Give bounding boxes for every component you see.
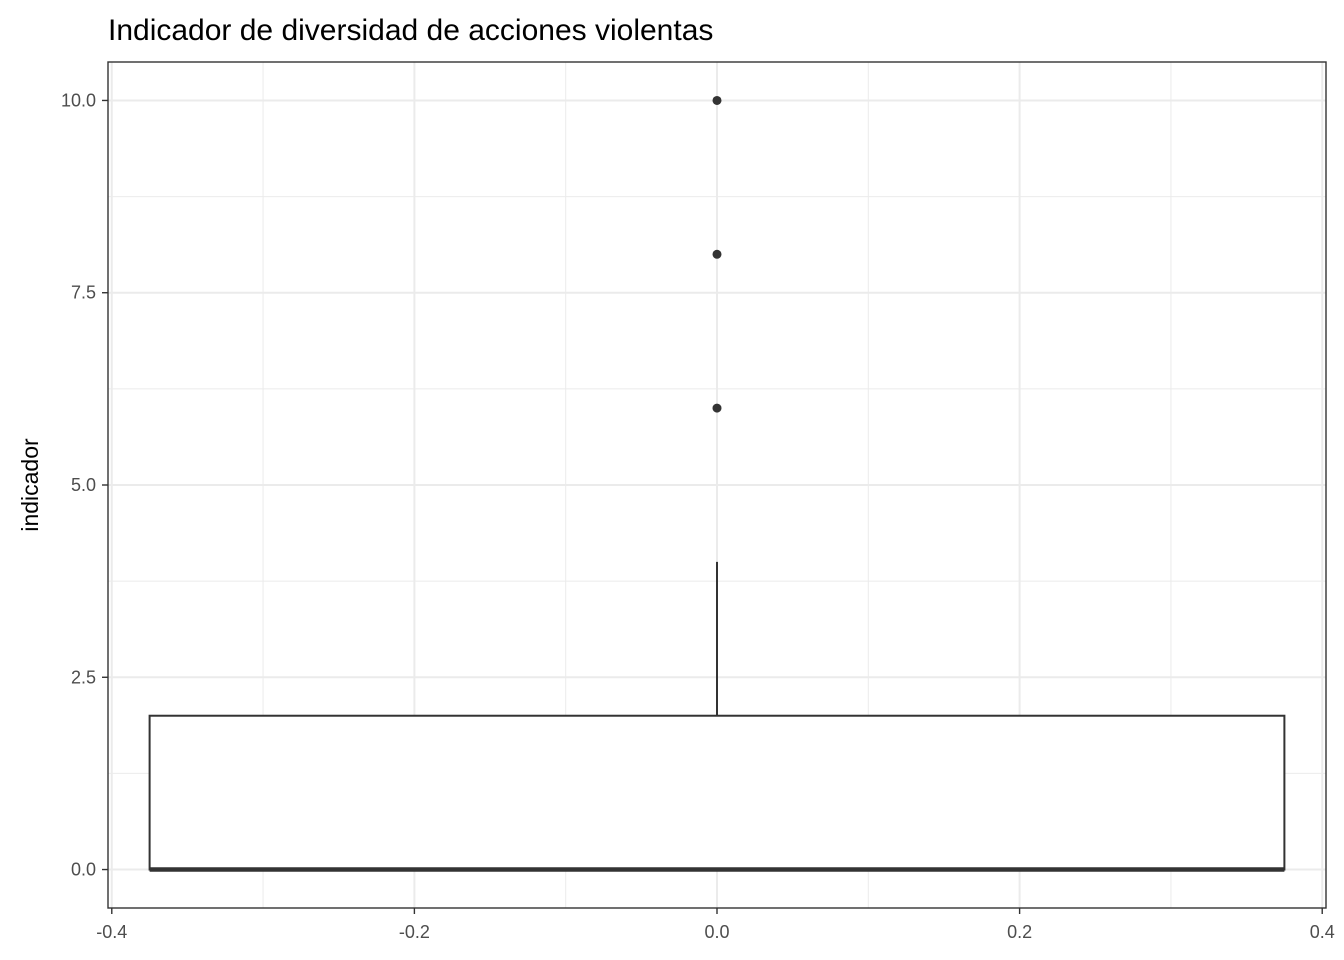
box-body: [148, 714, 1286, 871]
outlier-layer: [712, 95, 722, 413]
y-tick-label: 7.5: [71, 283, 96, 303]
x-tick-label: 0.2: [1007, 922, 1032, 942]
x-tick-label: 0.0: [704, 922, 729, 942]
box-layer: [148, 561, 1286, 872]
outlier-point: [712, 95, 722, 105]
chart-title: Indicador de diversidad de acciones viol…: [108, 14, 713, 47]
y-tick-label: 0.0: [71, 860, 96, 880]
y-tick-label: 2.5: [71, 667, 96, 687]
x-tick-label: 0.4: [1310, 922, 1335, 942]
outlier-point: [712, 249, 722, 259]
tick-layer: -0.4 -0.2 0.0 0.2 0.4 0.0 2.5 5.0 7.5 10.0: [61, 90, 1335, 942]
y-tick-label: 5.0: [71, 475, 96, 495]
y-axis-label: indicador: [17, 438, 43, 532]
x-tick-label: -0.2: [399, 922, 430, 942]
outlier-point: [712, 403, 722, 413]
y-tick-label: 10.0: [61, 90, 96, 110]
x-tick-label: -0.4: [96, 922, 127, 942]
